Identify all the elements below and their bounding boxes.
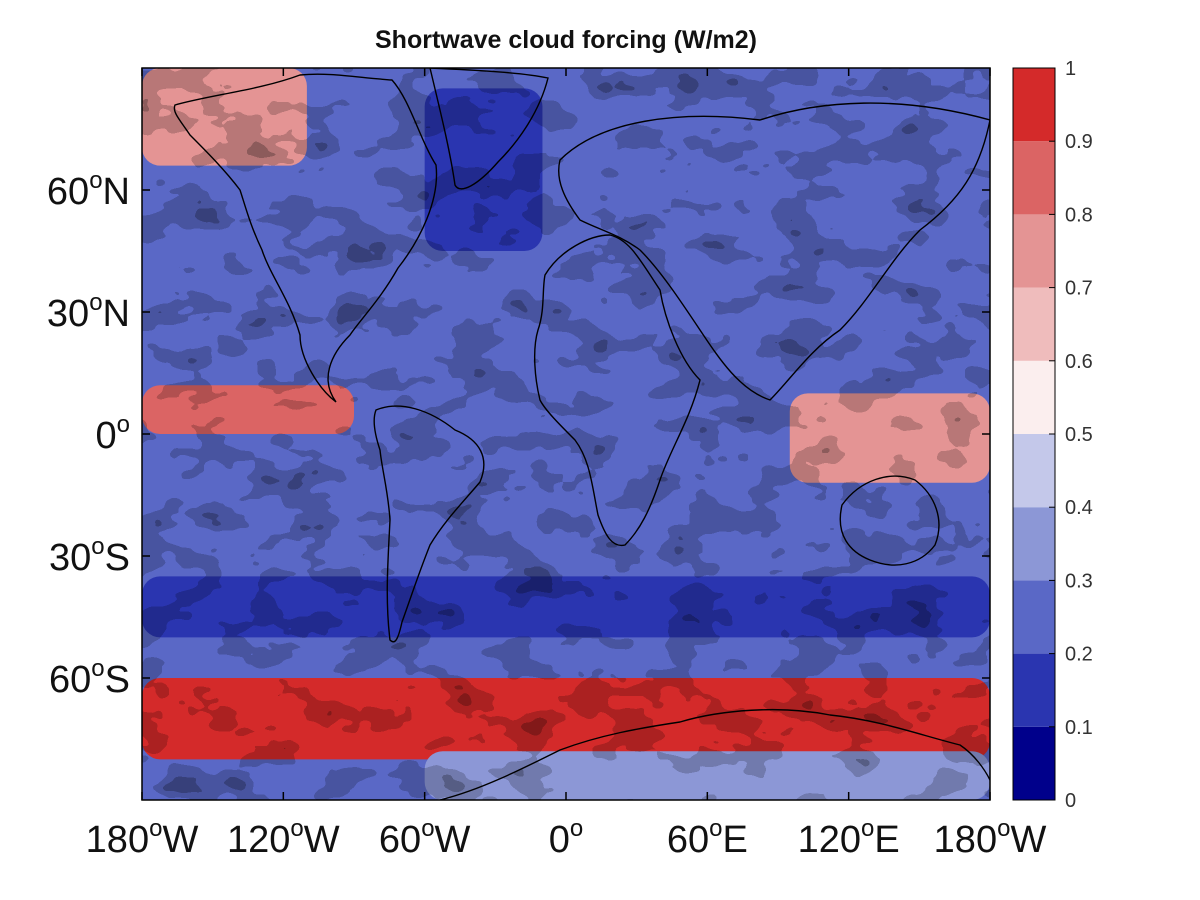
chart-title: Shortwave cloud forcing (W/m2) <box>375 26 757 54</box>
eurasia-coast <box>558 102 990 401</box>
colorbar-segment <box>1013 214 1055 288</box>
colorbar-segment <box>1013 653 1055 727</box>
colorbar-tick-label: 1 <box>1065 58 1076 80</box>
colorbar-segment <box>1013 507 1055 581</box>
colorbar-tick-label: 0.3 <box>1065 570 1093 592</box>
colorbar: 0 0.1 0.2 0.3 0.4 0.5 0.6 0.7 0.8 0.9 1 <box>1012 58 1093 812</box>
y-tick-label: 60oN <box>47 167 130 213</box>
colorbar-tick-label: 0.9 <box>1065 131 1093 153</box>
colorbar-segment <box>1013 580 1055 654</box>
europe-africa-coast <box>534 234 701 547</box>
colorbar-tick-label: 0.7 <box>1065 278 1093 300</box>
y-axis: 60oN 30oN 0o 30oS 60oS <box>47 167 990 701</box>
texture-overlay-light <box>142 68 990 800</box>
north-america-coast <box>173 73 438 403</box>
australia-coast <box>839 475 940 566</box>
antarctica-coast <box>439 708 990 800</box>
colorbar-segment <box>1013 68 1055 142</box>
colorbar-tick-label: 0.2 <box>1065 644 1093 666</box>
greenland-coast <box>429 68 549 190</box>
south-america-coast <box>373 405 485 643</box>
x-tick-label: 60oE <box>667 815 748 861</box>
colorbar-segment <box>1013 141 1055 215</box>
colorbar-tick-label: 0.6 <box>1065 351 1093 373</box>
colorbar-tick-label: 0.5 <box>1065 424 1093 446</box>
y-tick-label: 30oN <box>47 289 130 335</box>
colorbar-tick-label: 0 <box>1065 790 1076 812</box>
y-tick-label: 0o <box>96 411 131 457</box>
x-tick-label: 0o <box>549 815 584 861</box>
y-tick-label: 30oS <box>49 533 130 579</box>
x-tick-label: 180oW <box>86 815 199 861</box>
colorbar-segment <box>1013 360 1055 434</box>
colorbar-segment <box>1013 434 1055 508</box>
x-tick-label: 120oW <box>227 815 340 861</box>
x-axis: 180oW 120oW 60oW 0o 60oE 120oE 180oW <box>86 68 1047 861</box>
colorbar-segment <box>1013 726 1055 800</box>
colorbar-tick-label: 0.8 <box>1065 204 1093 226</box>
colorbar-tick-label: 0.4 <box>1065 497 1093 519</box>
y-tick-label: 60oS <box>49 655 130 701</box>
x-tick-label: 60oW <box>379 815 471 861</box>
map-plot-area <box>142 68 990 800</box>
colorbar-segment <box>1013 287 1055 361</box>
x-tick-label: 120oE <box>798 815 900 861</box>
colorbar-tick-label: 0.1 <box>1065 717 1093 739</box>
x-tick-label: 180oW <box>934 815 1047 861</box>
coastlines <box>173 68 990 800</box>
